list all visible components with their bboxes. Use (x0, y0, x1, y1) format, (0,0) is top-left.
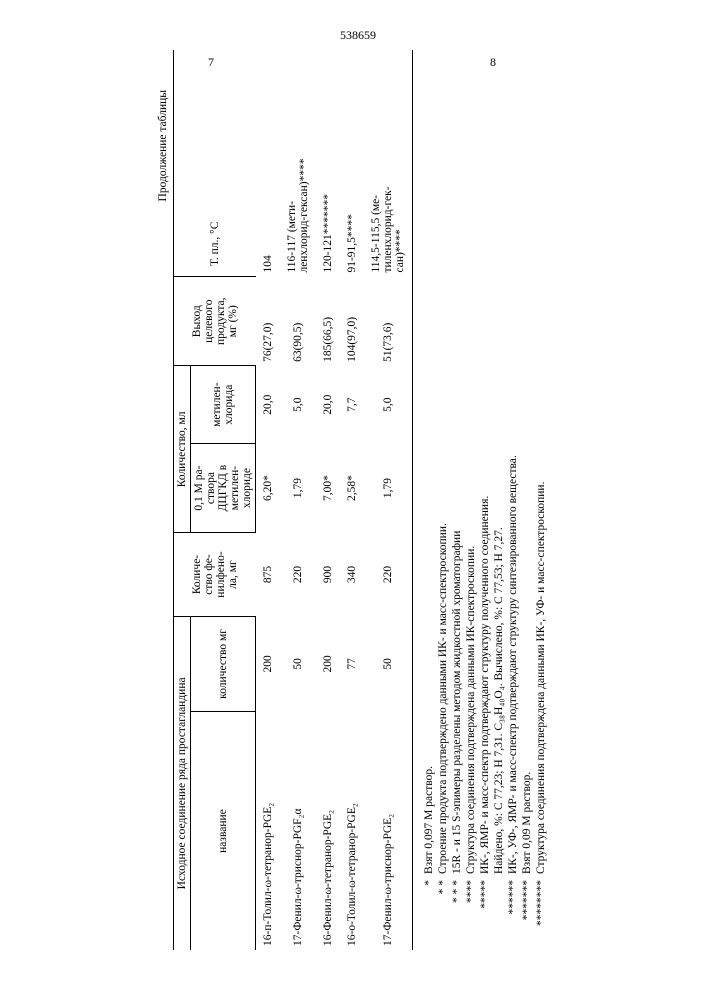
cell-name: 16-о-Толил-ω-тетранор-PGE₂ (340, 712, 364, 950)
footnote-mark: **** (465, 874, 477, 950)
header-yield: Выход целевого продукта, мг (%) (174, 277, 256, 366)
footnote-text: Взят 0,09 М раствор. (521, 50, 533, 874)
cell-name: 16-Фенил-ω-тетранор-PGE₂ (316, 712, 340, 950)
cell-name: 17-Фенил-ω-триснор-PGF₂α (280, 712, 316, 950)
data-table: Исходное соединение ряда простагландина … (173, 50, 413, 950)
cell-yield: 51(73,6) (364, 277, 413, 366)
footnote-row: * * *15R - и 15 S-эпимеры разделены мето… (451, 50, 463, 950)
cell-qty: 50 (364, 616, 413, 711)
footnote-text: ИК-, УФ-, ЯМР- и масс-спектр подтверждаю… (507, 50, 519, 874)
footnote-mark: ***** (479, 874, 491, 950)
cell-yield: 63(90,5) (280, 277, 316, 366)
cell-phenol: 875 (256, 533, 281, 616)
footnote-text: Взят 0,097 М раствор. (423, 50, 435, 874)
cell-name: 17-Фенил-ω-триснор-PGE₂ (364, 712, 413, 950)
cell-qty: 50 (280, 616, 316, 711)
header-qty: количество мг (191, 616, 256, 711)
cell-sol: 1,79 (364, 443, 413, 532)
header-group-prostaglandin: Исходное соединение ряда простагландина (174, 616, 191, 950)
footnote-mark: ******** (535, 874, 547, 950)
cell-yield: 185(66,5) (316, 277, 340, 366)
footnote-mark: * * * (451, 874, 463, 950)
footnote-text: Структура соединения подтверждена данным… (535, 50, 547, 874)
footnote-mark (493, 874, 505, 950)
cell-qty: 200 (316, 616, 340, 711)
cell-mch: 5,0 (280, 366, 316, 443)
table-row: 17-Фенил-ω-триснор-PGF₂α502201,795,063(9… (280, 50, 316, 950)
footnote-mark: * * (437, 874, 449, 950)
footnote-text: 15R - и 15 S-эпимеры разделены методом ж… (451, 50, 463, 874)
cell-phenol: 220 (364, 533, 413, 616)
footnote-text: Структура соединения подтверждена данным… (465, 50, 477, 874)
doc-number: 538659 (340, 28, 376, 43)
footnote-text: Строение продукта подтверждено данными И… (437, 50, 449, 874)
cell-mp: 114,5-115,5 (ме- тиленхлорид-гек- сан)**… (364, 50, 413, 277)
footnote-row: ********Структура соединения подтвержден… (535, 50, 547, 950)
cell-mch: 20,0 (256, 366, 281, 443)
header-phenol: Количе- ство фе- нилфено- ла, мг (174, 533, 256, 616)
cell-mch: 7,7 (340, 366, 364, 443)
header-name: название (191, 712, 256, 950)
footnote-row: *******Взят 0,09 М раствор. (521, 50, 533, 950)
cell-name: 16-п-Толил-ω-тетранор-PGE₂ (256, 712, 281, 950)
cell-sol: 1,79 (280, 443, 316, 532)
cell-yield: 76(27,0) (256, 277, 281, 366)
header-mch: метилен- хлорида (191, 366, 256, 443)
footnote-row: * *Строение продукта подтверждено данным… (437, 50, 449, 950)
footnote-text: ИК-, ЯМР- и масс-спектр подтверждают стр… (479, 50, 491, 874)
header-sol: 0,1 М ра- створа ДЦГКД в метилен- хлорид… (191, 443, 256, 532)
table-row: 17-Фенил-ω-триснор-PGE₂502201,795,051(73… (364, 50, 413, 950)
cell-phenol: 220 (280, 533, 316, 616)
cell-mp: 104 (256, 50, 281, 277)
table-caption: Продолжение таблицы (157, 50, 169, 950)
cell-mch: 20,0 (316, 366, 340, 443)
header-volume: Количество, мл (174, 366, 191, 533)
cell-sol: 7,00* (316, 443, 340, 532)
footnote-mark: * (423, 874, 435, 950)
header-mp: Т. пл., °С (174, 50, 256, 277)
table-row: 16-Фенил-ω-тетранор-PGE₂2009007,00*20,01… (316, 50, 340, 950)
cell-mp: 116-117 (мети- ленхлорид-гексан)**** (280, 50, 316, 277)
cell-mch: 5,0 (364, 366, 413, 443)
cell-mp: 120-121******* (316, 50, 340, 277)
footnote-row: Найдено, %: С 77,23; Н 7,31. C₃₈H₄₀O₄. В… (493, 50, 505, 950)
cell-sol: 6,20* (256, 443, 281, 532)
cell-phenol: 340 (340, 533, 364, 616)
footnote-row: ******ИК-, УФ-, ЯМР- и масс-спектр подтв… (507, 50, 519, 950)
footnote-row: *****ИК-, ЯМР- и масс-спектр подтверждаю… (479, 50, 491, 950)
cell-sol: 2,58* (340, 443, 364, 532)
table-row: 16-п-Толил-ω-тетранор-PGE₂2008756,20*20,… (256, 50, 281, 950)
footnote-row: *Взят 0,097 М раствор. (423, 50, 435, 950)
footnote-mark: ****** (507, 874, 519, 950)
rotated-content: Продолжение таблицы Исходное соединение … (157, 50, 549, 950)
cell-mp: 91-91,5**** (340, 50, 364, 277)
cell-yield: 104(97,0) (340, 277, 364, 366)
cell-phenol: 900 (316, 533, 340, 616)
footnote-mark: ******* (521, 874, 533, 950)
footnote-row: ****Структура соединения подтверждена да… (465, 50, 477, 950)
footnote-text: Найдено, %: С 77,23; Н 7,31. C₃₈H₄₀O₄. В… (493, 50, 505, 874)
cell-qty: 200 (256, 616, 281, 711)
table-row: 16-о-Толил-ω-тетранор-PGE₂773402,58*7,71… (340, 50, 364, 950)
cell-qty: 77 (340, 616, 364, 711)
footnotes-block: *Взят 0,097 М раствор.* *Строение продук… (423, 50, 547, 950)
